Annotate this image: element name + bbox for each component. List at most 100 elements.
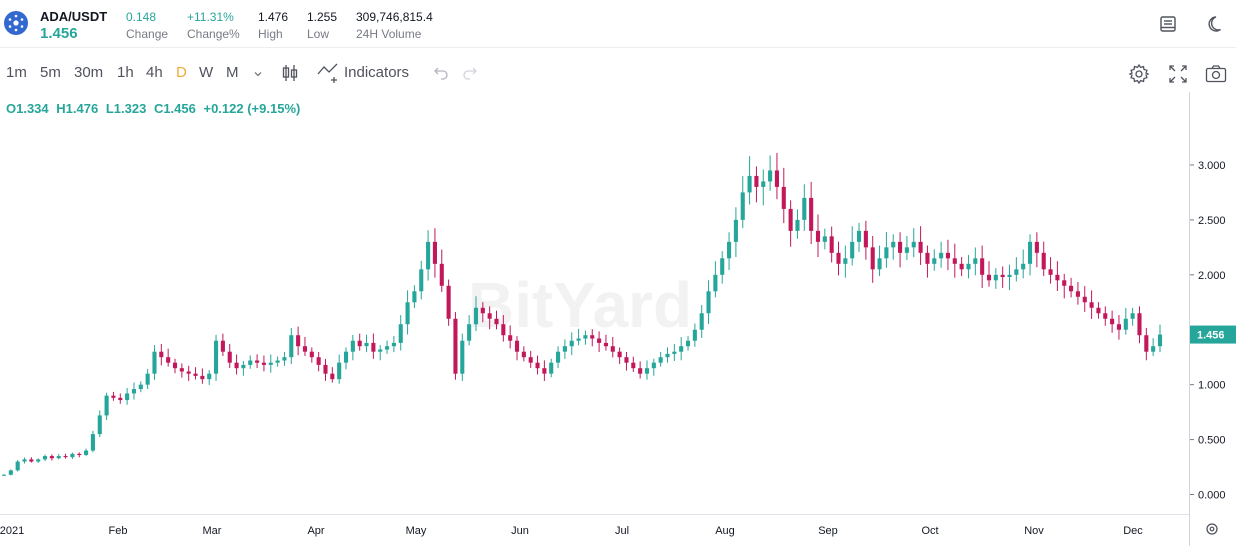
candle-body xyxy=(1062,280,1067,286)
undo-icon[interactable] xyxy=(433,65,449,86)
interval-4h[interactable]: 4h xyxy=(146,64,163,81)
candle-body xyxy=(898,241,903,253)
candle-body xyxy=(77,453,82,455)
candle-body xyxy=(241,364,246,369)
fullscreen-icon[interactable] xyxy=(1168,64,1188,89)
chevron-down-icon[interactable] xyxy=(252,67,264,85)
candle-body xyxy=(350,340,355,352)
price-chart[interactable]: BitYard3.0002.5002.0001.5001.0000.5000.0… xyxy=(0,92,1236,546)
legend-open: O1.334 xyxy=(6,101,49,116)
candle-body xyxy=(432,241,437,264)
interval-d[interactable]: D xyxy=(176,64,187,81)
candle-body xyxy=(1069,285,1074,292)
candle-body xyxy=(56,456,61,459)
candle-body xyxy=(850,241,855,259)
interval-1h[interactable]: 1h xyxy=(117,64,134,81)
y-tick-label: 0.000 xyxy=(1198,490,1226,502)
candle-body xyxy=(391,342,396,347)
candle-body xyxy=(1103,313,1108,319)
candle-body xyxy=(692,329,697,341)
candle-body xyxy=(357,340,362,347)
candle-body xyxy=(446,285,451,319)
candle-body xyxy=(125,393,130,401)
candle-body xyxy=(8,470,13,475)
candle-body xyxy=(261,362,266,365)
candle-body xyxy=(1000,274,1005,278)
candle-body xyxy=(111,395,116,398)
camera-icon[interactable] xyxy=(1205,64,1227,89)
cardano-logo-icon xyxy=(4,11,28,35)
candle-body xyxy=(542,368,547,374)
candle-body xyxy=(836,252,841,264)
symbol-name[interactable]: ADA/USDT xyxy=(40,9,108,24)
candle-body xyxy=(460,340,465,374)
stat-low: 1.255 Low xyxy=(307,10,337,41)
candle-body xyxy=(993,274,998,281)
interval-30m[interactable]: 30m xyxy=(74,64,104,81)
candle-body xyxy=(733,219,738,242)
candle-body xyxy=(467,324,472,341)
candle-body xyxy=(1048,269,1053,275)
candle-body xyxy=(761,181,766,187)
candle-body xyxy=(1027,241,1033,264)
candle-body xyxy=(699,313,704,330)
candle-body xyxy=(487,313,492,319)
candle-body xyxy=(70,453,75,458)
candle-body xyxy=(590,335,595,339)
candle-body xyxy=(166,357,171,363)
candle-body xyxy=(412,291,417,303)
candle-body xyxy=(1151,346,1156,352)
candle-body xyxy=(856,230,862,242)
candle-body xyxy=(576,338,581,341)
candle-body xyxy=(891,241,896,248)
candle-body xyxy=(1130,313,1135,319)
candle-body xyxy=(473,307,479,325)
chart-toolbar: 1m 5m 30m 1h 4h D W M Indicators xyxy=(0,60,1236,88)
candle-body xyxy=(426,241,431,270)
candle-body xyxy=(672,351,677,354)
legend-change: +0.122 (+9.15%) xyxy=(203,101,301,116)
candle-body xyxy=(296,335,301,347)
candle-body xyxy=(378,349,383,352)
candle-body xyxy=(556,351,561,363)
candle-body xyxy=(1096,307,1101,314)
legend-high: H1.476 xyxy=(56,101,99,116)
stat-change-value: 0.148 xyxy=(126,10,157,24)
candle-body xyxy=(159,351,164,358)
candle-body xyxy=(480,307,485,314)
candle-body xyxy=(1137,313,1142,336)
candle-body xyxy=(644,368,650,374)
candle-body xyxy=(528,357,533,363)
moon-icon[interactable] xyxy=(1207,14,1227,34)
book-icon[interactable] xyxy=(1158,14,1178,34)
candle-body xyxy=(562,346,567,352)
stat-change-percent: +11.31% Change% xyxy=(187,10,240,41)
candle-body xyxy=(822,236,827,242)
stat-change-percent-value: +11.31% xyxy=(187,10,234,24)
redo-icon[interactable] xyxy=(462,65,478,86)
y-tick-label: 2.000 xyxy=(1198,270,1226,282)
interval-5m[interactable]: 5m xyxy=(40,64,61,81)
candle-body xyxy=(145,373,150,385)
interval-m[interactable]: M xyxy=(226,64,239,81)
candle-body xyxy=(193,373,198,376)
candle-body xyxy=(815,230,821,242)
indicators-button[interactable]: Indicators xyxy=(344,64,410,81)
x-tick-label: Aug xyxy=(715,525,735,537)
candle-body xyxy=(918,241,923,253)
candle-body xyxy=(603,342,608,347)
candle-body xyxy=(966,263,971,270)
candle-body xyxy=(337,362,342,380)
indicators-icon[interactable] xyxy=(316,62,342,89)
candle-body xyxy=(49,456,54,459)
x-tick-label: Jun xyxy=(511,525,529,537)
stat-change-label: Change xyxy=(126,27,169,41)
y-tick-label: 3.000 xyxy=(1198,160,1226,172)
interval-w[interactable]: W xyxy=(199,64,214,81)
candle-body xyxy=(870,247,875,270)
interval-1m[interactable]: 1m xyxy=(6,64,27,81)
settings-icon[interactable] xyxy=(1128,63,1150,90)
candle-body xyxy=(419,269,424,292)
candle-type-icon[interactable] xyxy=(281,63,299,88)
candle-body xyxy=(952,258,957,264)
